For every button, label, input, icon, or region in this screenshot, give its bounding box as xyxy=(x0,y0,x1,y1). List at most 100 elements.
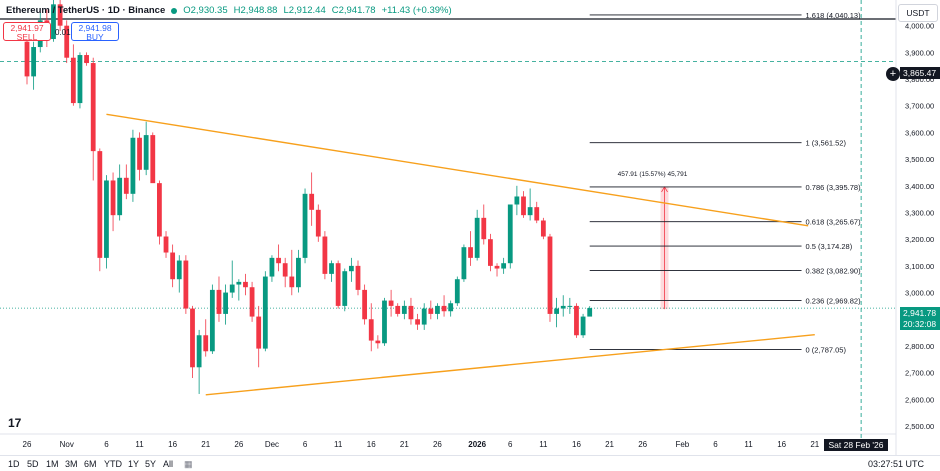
candle-body xyxy=(408,305,414,320)
candle-body xyxy=(84,55,89,64)
candle-body xyxy=(554,308,559,314)
candle-body xyxy=(196,335,202,368)
candle-body xyxy=(481,217,487,240)
y-tick-label: 3,300.00 xyxy=(905,208,934,217)
range-1y[interactable]: 1Y xyxy=(128,459,140,469)
buy-button[interactable]: 2,941.98 BUY xyxy=(71,22,119,42)
candle-body xyxy=(150,135,156,184)
range-3m[interactable]: 3M xyxy=(65,459,78,469)
range-5d[interactable]: 5D xyxy=(27,459,39,469)
candle-body xyxy=(249,287,255,317)
fib-level-label: 1.618 (4,040.13) xyxy=(806,11,862,20)
x-tick-label: Dec xyxy=(265,440,279,449)
candle-body xyxy=(209,289,215,352)
candle-body xyxy=(574,305,579,336)
price-chart[interactable]: 2,500.002,600.002,700.002,800.002,900.00… xyxy=(0,0,940,455)
candle-body xyxy=(176,260,182,280)
candle-body xyxy=(64,25,70,58)
range-all[interactable]: All xyxy=(163,459,174,469)
candle-body xyxy=(216,289,222,314)
candle-body xyxy=(461,247,467,280)
x-tick-label: Nov xyxy=(60,440,74,449)
candle-body xyxy=(31,47,37,77)
fib-level-label: 0.5 (3,174.28) xyxy=(806,242,853,251)
candle-body xyxy=(448,303,454,312)
candle-body xyxy=(488,239,493,266)
spread-value: 0.01 xyxy=(55,28,71,37)
y-tick-label: 2,700.00 xyxy=(905,369,934,378)
candle-body xyxy=(348,265,354,272)
candle-body xyxy=(90,63,96,152)
range-5y[interactable]: 5Y xyxy=(145,459,157,469)
change-value: +11.43 (+0.39%) xyxy=(381,5,452,16)
x-tick-label: 16 xyxy=(777,440,786,449)
chart-header: Ethereum / TetherUS · 1D · Binance O2,93… xyxy=(6,5,452,16)
x-tick-label: 11 xyxy=(135,440,144,449)
x-tick-label: 11 xyxy=(744,440,753,449)
market-status-icon xyxy=(171,7,178,14)
candle-body xyxy=(51,4,56,40)
y-tick-label: 3,900.00 xyxy=(905,48,934,57)
candle-body xyxy=(143,135,149,170)
x-tick-label: 26 xyxy=(433,440,442,449)
candle-body xyxy=(375,340,381,344)
y-tick-label: 3,700.00 xyxy=(905,102,934,111)
tradingview-logo-icon[interactable]: 17 xyxy=(8,416,22,430)
x-tick-label: 16 xyxy=(572,440,581,449)
candle-body xyxy=(580,316,586,336)
candle-body xyxy=(203,335,209,352)
x-tick-label: Feb xyxy=(675,440,689,449)
candle-body xyxy=(521,196,526,216)
y-tick-label: 3,200.00 xyxy=(905,235,934,244)
range-1m[interactable]: 1M xyxy=(46,459,59,469)
fib-level-label: 0.382 (3,082.90) xyxy=(806,266,862,275)
currency-button[interactable]: USDT xyxy=(898,4,938,22)
crosshair-price-tag: 3,865.47 xyxy=(900,67,940,79)
symbol-title[interactable]: Ethereum / TetherUS · 1D · Binance xyxy=(6,5,166,16)
candle-body xyxy=(24,41,30,77)
x-tick-label: 26 xyxy=(638,440,647,449)
x-tick-label: 11 xyxy=(334,440,343,449)
candle-body xyxy=(567,305,573,307)
x-tick-label: 16 xyxy=(168,440,177,449)
candle-body xyxy=(435,305,440,314)
x-tick-label: 21 xyxy=(201,440,210,449)
candle-body xyxy=(262,276,268,349)
candle-body xyxy=(494,265,500,269)
y-tick-label: 4,000.00 xyxy=(905,22,934,31)
candle-body xyxy=(415,319,420,325)
candle-body xyxy=(256,316,262,349)
sell-button[interactable]: 2,941.97 SELL xyxy=(3,22,51,42)
open-value: O2,930.35 xyxy=(183,5,228,16)
y-tick-label: 3,600.00 xyxy=(905,128,934,137)
candle-body xyxy=(243,281,248,288)
high-value: H2,948.88 xyxy=(233,5,278,16)
add-alert-icon[interactable]: + xyxy=(886,67,900,81)
candle-body xyxy=(236,281,242,285)
x-tick-label: 26 xyxy=(234,440,243,449)
date-range-icon[interactable]: ▦ xyxy=(184,459,193,469)
x-tick-label: 21 xyxy=(810,440,819,449)
candle-body xyxy=(57,4,63,26)
candle-body xyxy=(97,151,103,258)
candle-body xyxy=(428,308,434,314)
range-1d[interactable]: 1D xyxy=(8,459,20,469)
candle-body xyxy=(560,305,566,309)
candle-body xyxy=(454,279,460,304)
candle-body xyxy=(282,263,288,277)
candle-body xyxy=(401,305,407,314)
low-value: L2,912.44 xyxy=(283,5,326,16)
candle-body xyxy=(269,257,275,277)
candle-body xyxy=(157,183,162,237)
candle-body xyxy=(534,207,540,221)
y-tick-label: 3,800.00 xyxy=(905,75,934,84)
fib-level-label: 1 (3,561.52) xyxy=(806,139,847,148)
candle-body xyxy=(382,300,387,344)
candle-body xyxy=(223,292,228,314)
upper-trendline xyxy=(106,113,809,227)
range-ytd[interactable]: YTD xyxy=(104,459,122,469)
candle-body xyxy=(395,305,401,314)
range-6m[interactable]: 6M xyxy=(84,459,97,469)
candle-body xyxy=(296,257,301,288)
candle-body xyxy=(342,271,348,306)
